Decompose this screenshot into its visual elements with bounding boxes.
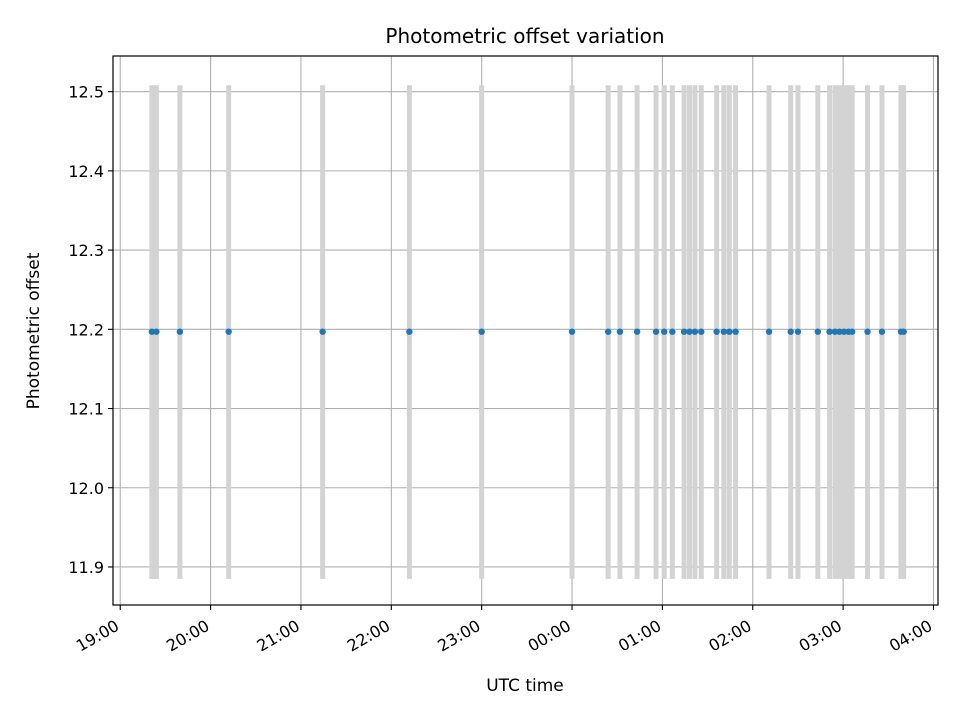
data-point <box>680 328 688 335</box>
data-point <box>765 328 773 335</box>
data-point <box>406 328 413 335</box>
data-point <box>826 328 833 335</box>
data-point <box>661 328 668 335</box>
y-tick-label: 12.3 <box>68 241 104 260</box>
data-point <box>604 328 612 335</box>
data-point <box>568 328 576 335</box>
y-tick-label: 12.1 <box>68 400 104 419</box>
y-axis-title: Photometric offset <box>24 252 44 409</box>
data-point <box>836 328 843 335</box>
data-point <box>633 328 641 335</box>
data-point <box>225 328 232 335</box>
data-point <box>616 328 624 335</box>
data-point <box>726 328 733 335</box>
data-point <box>713 328 720 335</box>
data-point <box>148 328 156 335</box>
y-tick-label: 12.2 <box>68 320 104 339</box>
x-axis-title: UTC time <box>486 676 564 696</box>
data-point <box>698 328 705 335</box>
y-tick-label: 12.5 <box>68 83 104 102</box>
data-point <box>900 328 907 335</box>
data-point <box>814 328 822 335</box>
y-tick-label: 12.0 <box>68 479 104 498</box>
data-point <box>864 328 871 335</box>
data-point <box>794 328 802 335</box>
data-point <box>732 328 739 335</box>
data-point <box>686 328 693 335</box>
plot-frame <box>112 55 939 606</box>
data-point <box>840 328 848 335</box>
data-points <box>148 328 907 335</box>
data-point <box>787 328 794 335</box>
data-point <box>478 328 485 335</box>
y-axis: 11.9 12.0 12.1 12.2 12.3 12.4 12.5 <box>68 83 113 577</box>
data-point <box>720 328 728 335</box>
data-point <box>831 328 839 335</box>
data-point <box>153 328 160 335</box>
y-tick-label: 12.4 <box>68 162 104 181</box>
data-point <box>878 328 886 335</box>
data-point <box>176 328 184 335</box>
data-point <box>848 328 856 335</box>
y-tick-label: 11.9 <box>68 558 104 577</box>
data-point <box>652 328 660 335</box>
data-point <box>319 328 326 335</box>
chart-title: Photometric offset variation <box>385 24 664 48</box>
data-point <box>669 328 676 335</box>
data-point <box>691 328 699 335</box>
